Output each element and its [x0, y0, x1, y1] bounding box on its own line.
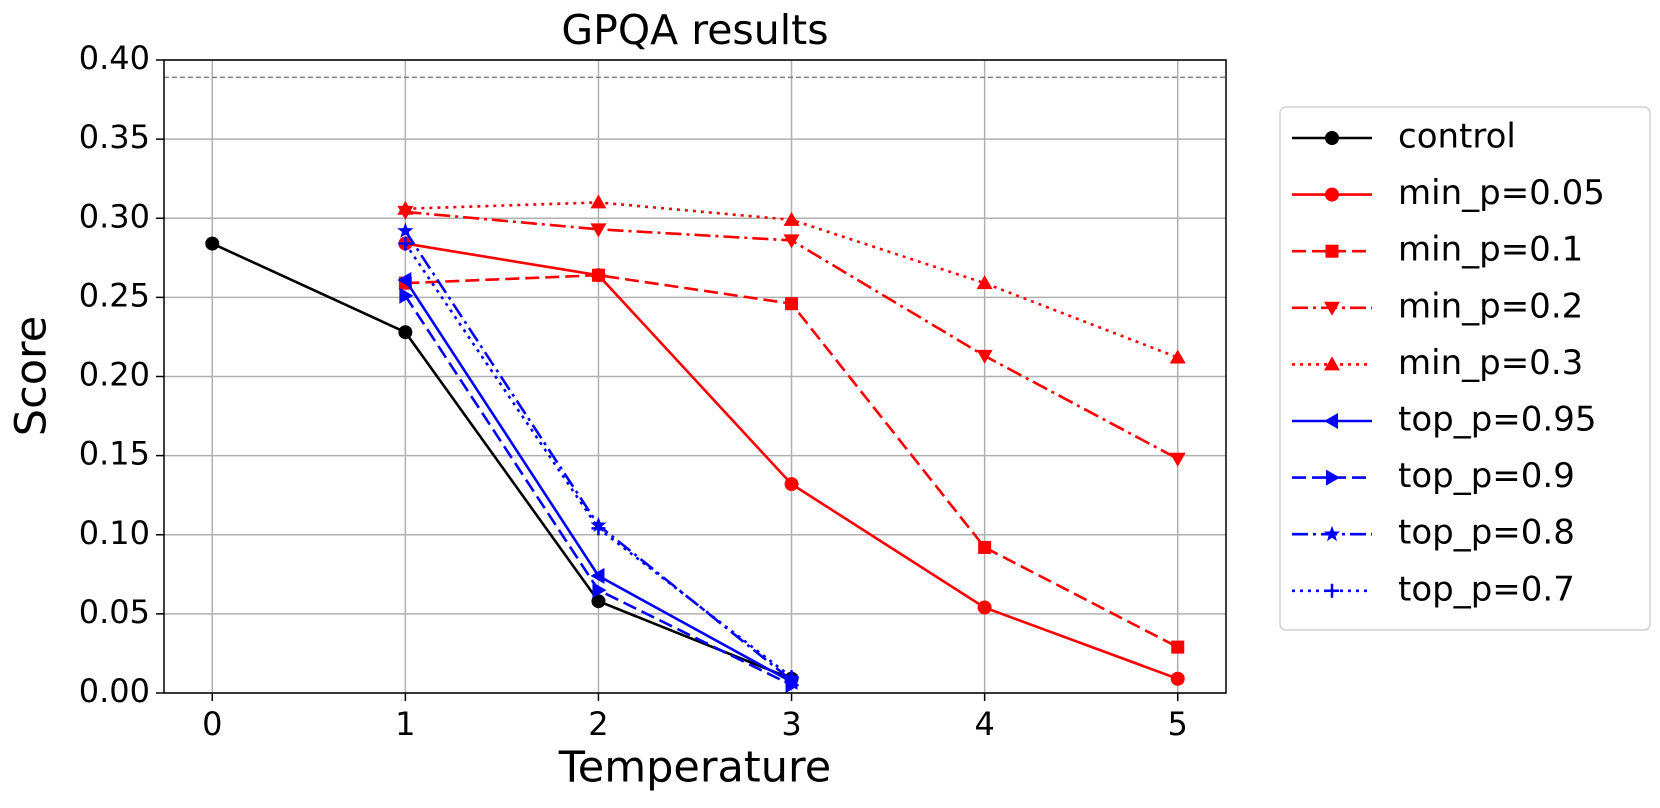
marker [397, 271, 412, 288]
x-axis-label: Temperature [558, 743, 831, 793]
marker [976, 275, 993, 290]
series-line [405, 201, 1179, 359]
y-tick-label: 0.05 [79, 593, 150, 631]
marker [590, 567, 605, 584]
marker [591, 594, 606, 609]
legend: control min_p=0.05 min_p=0.1 min_p=0.2 min_p… [1279, 106, 1651, 631]
x-tick-label: 5 [1168, 705, 1188, 743]
y-tick-label: 0.40 [79, 39, 150, 77]
y-tick-label: 0.35 [79, 118, 150, 156]
x-tick-label: 3 [781, 705, 801, 743]
marker [590, 194, 607, 209]
legend-label: min_p=0.1 [1398, 230, 1583, 270]
marker [977, 600, 992, 615]
marker [1169, 452, 1186, 467]
legend-label: top_p=0.95 [1398, 400, 1597, 440]
marker [978, 540, 992, 554]
legend-label: min_p=0.05 [1398, 173, 1605, 213]
legend-label: min_p=0.2 [1398, 286, 1583, 326]
y-tick-label: 0.25 [79, 276, 150, 314]
marker [1171, 640, 1185, 654]
series [397, 271, 798, 690]
marker [1323, 525, 1341, 542]
marker [976, 349, 993, 364]
series-line [211, 242, 793, 680]
x-tick-label: 2 [588, 705, 608, 743]
marker [591, 521, 606, 536]
marker [591, 268, 605, 282]
y-tick-label: 0.10 [79, 514, 150, 552]
marker [1325, 187, 1339, 202]
series [398, 236, 799, 685]
plot-area [205, 194, 1186, 694]
legend-label: top_p=0.7 [1398, 569, 1575, 609]
marker [783, 234, 800, 249]
x-tick-label: 1 [395, 705, 415, 743]
legend-label: top_p=0.9 [1398, 456, 1575, 496]
x-tick-label: 0 [202, 705, 222, 743]
marker [398, 325, 413, 340]
series [399, 287, 800, 694]
marker [592, 582, 607, 599]
legend-label: top_p=0.8 [1398, 513, 1575, 553]
marker [784, 670, 799, 685]
marker [1325, 583, 1339, 598]
marker [1324, 413, 1338, 429]
marker [1169, 349, 1186, 364]
marker [1325, 244, 1339, 258]
y-tick-label: 0.00 [79, 672, 150, 710]
marker [398, 236, 413, 251]
marker [205, 236, 220, 251]
series [397, 194, 1186, 364]
legend-label: min_p=0.3 [1398, 343, 1583, 383]
marker [1170, 671, 1185, 686]
marker [783, 211, 800, 226]
marker [1324, 356, 1340, 371]
y-tick-label: 0.20 [79, 356, 150, 394]
marker [784, 477, 799, 492]
marker [397, 200, 414, 215]
y-axis-label: Score [7, 316, 57, 436]
marker [1326, 469, 1340, 486]
marker [1325, 131, 1339, 145]
y-tick-label: 0.15 [79, 435, 150, 473]
marker [590, 223, 607, 238]
marker [397, 222, 414, 238]
series [205, 236, 799, 686]
marker [1324, 301, 1340, 316]
y-tick-label: 0.30 [79, 197, 150, 235]
legend-label: control [1398, 117, 1516, 157]
x-tick-label: 4 [974, 705, 994, 743]
marker [785, 297, 799, 311]
legend-box [1279, 106, 1651, 631]
marker [399, 287, 414, 304]
chart-title: GPQA results [561, 6, 828, 54]
plot-frame [163, 59, 1227, 694]
